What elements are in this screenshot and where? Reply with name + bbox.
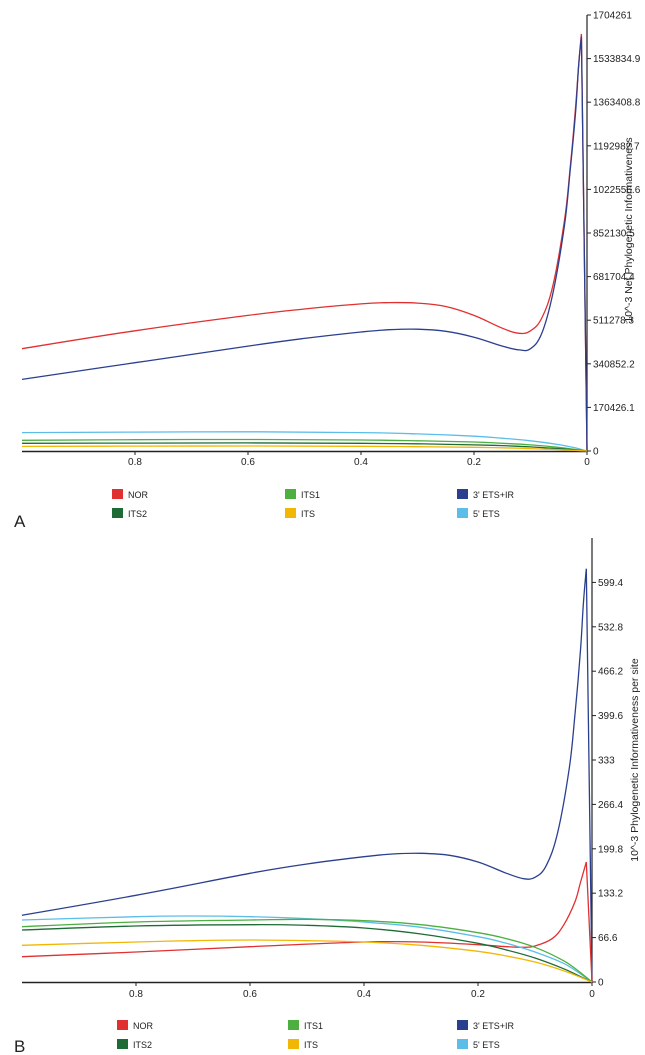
series-line-3-ets-ir	[21, 568, 593, 983]
y-tick-label: 199.8	[598, 844, 623, 855]
x-tick-label: 0.4	[354, 457, 368, 468]
x-tick-label: 0.8	[129, 989, 143, 1000]
legend-swatch	[457, 1020, 468, 1030]
legend-swatch	[288, 1039, 299, 1049]
legend-label: NOR	[128, 490, 149, 500]
legend-label: NOR	[133, 1021, 154, 1031]
panel-label: A	[14, 512, 26, 531]
y-tick-label: 532.8	[598, 622, 623, 633]
series-line-nor	[21, 861, 593, 983]
y-tick-label: 0	[593, 447, 599, 458]
panel-label: B	[14, 1037, 25, 1055]
legend-label: ITS	[301, 509, 315, 519]
legend-swatch	[288, 1020, 299, 1030]
legend-swatch	[457, 489, 468, 499]
y-tick-label: 599.4	[598, 578, 623, 589]
chart-panel-a: 0.8 0.6 0.4 0.2 00 170426.1 340852.2 511278.3 68…	[14, 11, 641, 532]
legend-label: 5' ETS	[473, 1040, 500, 1050]
series-line-its1	[21, 438, 588, 452]
legend-label: ITS1	[304, 1021, 323, 1031]
x-tick-label: 0.2	[467, 457, 481, 468]
y-tick-label: 1533834.9	[593, 54, 641, 65]
legend-swatch	[457, 508, 468, 518]
y-tick-label: 266.4	[598, 800, 623, 811]
x-tick-label: 0	[584, 457, 590, 468]
x-tick-label: 0.2	[471, 989, 485, 1000]
legend-label: 5' ETS	[473, 509, 500, 519]
legend-swatch	[112, 508, 123, 518]
y-tick-label: 852130.5	[593, 229, 635, 240]
series-line-5-ets	[21, 431, 588, 452]
x-tick-label: 0.4	[357, 989, 371, 1000]
y-tick-label: 1363408.8	[593, 98, 641, 109]
series-line-its1	[21, 918, 593, 983]
y-tick-label: 511278.3	[593, 316, 634, 327]
y-tick-label: 170426.1	[593, 403, 635, 414]
legend-swatch	[285, 508, 296, 518]
y-tick-label: 66.6	[598, 933, 618, 944]
chart-panel-b: 0.8 0.6 0.4 0.2 00 66.6 133.2 199.8 266.4 333 399.…	[14, 538, 641, 1055]
legend-swatch	[117, 1039, 128, 1049]
y-tick-label: 399.6	[598, 711, 623, 722]
x-tick-label: 0.8	[128, 457, 142, 468]
legend-label: 3' ETS+IR	[473, 490, 514, 500]
x-tick-label: 0.6	[243, 989, 257, 1000]
y-tick-label: 333	[598, 756, 615, 767]
y-tick-label: 466.2	[598, 667, 623, 678]
y-tick-label: 681704.4	[593, 272, 635, 283]
y-tick-label: 340852.2	[593, 359, 635, 370]
y-tick-label: 133.2	[598, 889, 623, 900]
series-line-its	[21, 445, 588, 452]
y-tick-label: 1022556.6	[593, 185, 641, 196]
series-line-its2	[21, 923, 593, 983]
legend-label: ITS2	[133, 1040, 152, 1050]
legend-label: ITS1	[301, 490, 320, 500]
y-tick-label: 1704261	[593, 11, 632, 22]
legend-swatch	[457, 1039, 468, 1049]
y-axis-label: 10^-3 Phylogenetic Informativeness per s…	[629, 658, 641, 862]
legend-swatch	[285, 489, 296, 499]
x-tick-label: 0.6	[241, 457, 255, 468]
legend-label: ITS2	[128, 509, 147, 519]
series-line-3-ets-ir	[21, 36, 588, 452]
y-tick-label: 1192982.7	[593, 141, 640, 152]
y-axis-label: 10^-3 Net Phylogenetic Informativeness	[623, 137, 635, 322]
series-line-nor	[21, 33, 588, 452]
legend-label: ITS	[304, 1040, 318, 1050]
legend-swatch	[117, 1020, 128, 1030]
y-tick-label: 0	[598, 978, 604, 989]
x-tick-label: 0	[589, 989, 595, 1000]
series-line-its	[21, 939, 593, 983]
legend-swatch	[112, 489, 123, 499]
series-line-5-ets	[21, 915, 593, 983]
legend-label: 3' ETS+IR	[473, 1021, 514, 1031]
series-line-its2	[21, 442, 588, 452]
